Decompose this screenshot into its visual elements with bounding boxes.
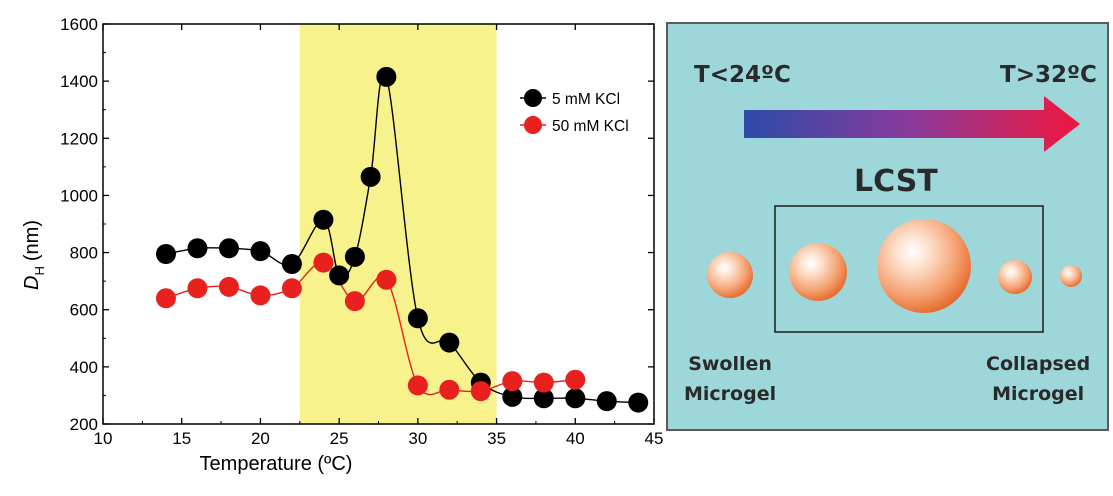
series-2-point — [407, 375, 428, 396]
series-2-point — [250, 285, 271, 306]
swollen-microgel-label: Swollen Microgel — [684, 349, 776, 409]
swollen-label-line2: Microgel — [684, 383, 777, 405]
series-1-point — [218, 238, 239, 259]
series-1-point — [502, 386, 523, 407]
microgel-particle-collapsed — [1060, 265, 1082, 287]
legend-marker-2 — [524, 116, 542, 134]
series-2-point — [344, 291, 365, 312]
series-2-point — [187, 278, 208, 299]
series-1-point — [565, 388, 586, 409]
series-1-point — [533, 388, 554, 409]
high-temperature-label: T>32ºC — [1000, 62, 1097, 88]
axes: 10 15 20 25 30 35 40 45 200 400 600 800 1000 1200 1400… — [60, 15, 663, 448]
series-2-point — [155, 288, 176, 309]
series-2-point — [533, 372, 554, 393]
y-tick-label: 1000 — [60, 186, 98, 205]
x-tick-label: 10 — [94, 429, 113, 448]
series-1-point — [376, 66, 397, 87]
temperature-arrow — [744, 96, 1080, 152]
series-2-point — [218, 276, 239, 297]
x-tick-label: 35 — [487, 429, 506, 448]
y-tick-label: 1200 — [60, 129, 98, 148]
series-1-point — [155, 244, 176, 264]
series-1-point — [596, 391, 617, 412]
microgel-particle-large — [877, 219, 971, 313]
y-axis-label-symbol: D — [21, 276, 43, 290]
series-1-point — [439, 332, 460, 353]
y-axis-label-unit: (nm) — [21, 220, 43, 261]
series-1-point — [329, 265, 350, 286]
series-2-point — [376, 269, 397, 290]
series-2-point — [439, 379, 460, 400]
swollen-label-line1: Swollen — [688, 353, 772, 375]
series-2-point — [565, 369, 586, 390]
series-1-point — [360, 166, 381, 187]
series-2-point — [313, 252, 334, 273]
y-axis-label: DH (nm) — [21, 220, 47, 290]
legend-marker-1 — [524, 89, 542, 107]
collapsed-label-line1: Collapsed — [986, 353, 1091, 375]
series-1-point — [344, 246, 365, 267]
series-1-point — [407, 308, 428, 329]
series-2-point — [281, 278, 302, 299]
x-tick-label: 30 — [408, 429, 427, 448]
series-1-point — [281, 254, 302, 274]
low-temperature-label: T<24ºC — [694, 62, 791, 88]
series-1-point — [250, 241, 271, 262]
series-1-point — [628, 392, 649, 413]
series-1-point — [187, 238, 208, 259]
y-tick-label: 200 — [70, 415, 98, 434]
x-tick-label: 25 — [330, 429, 349, 448]
schematic-svg — [707, 96, 1082, 333]
chart-svg: 10 15 20 25 30 35 40 45 200 400 600 800 1000 1200 1400… — [21, 15, 663, 475]
lcst-box — [774, 205, 1044, 333]
x-tick-label: 40 — [566, 429, 585, 448]
microgel-particle-medium — [789, 243, 847, 301]
x-axis-label: Temperature (ºC) — [200, 453, 353, 475]
microgel-particle-swollen — [707, 252, 753, 298]
legend: 5 mM KCl 50 mM KCl — [520, 89, 629, 135]
highlight-band — [299, 24, 497, 424]
collapsed-label-line2: Microgel — [992, 383, 1085, 405]
lcst-label: LCST — [854, 164, 938, 199]
y-axis-label-subscript: H — [32, 266, 47, 275]
series-1-point — [313, 209, 334, 230]
y-tick-label: 400 — [70, 358, 98, 377]
series-2-point — [470, 381, 491, 402]
y-tick-label: 600 — [70, 301, 98, 320]
series-2-point — [502, 371, 523, 392]
microgel-particle-small — [998, 260, 1032, 294]
lcst-schematic-panel: T<24ºC T>32ºC LCST Swollen Microgel Coll… — [666, 22, 1109, 431]
y-tick-label: 800 — [70, 244, 98, 263]
legend-label-2: 50 mM KCl — [552, 118, 629, 135]
dh-temperature-chart: 10 15 20 25 30 35 40 45 200 400 600 800 1000 1200 1400… — [21, 15, 663, 475]
collapsed-microgel-label: Collapsed Microgel — [986, 349, 1090, 409]
y-tick-label: 1600 — [60, 15, 98, 34]
x-tick-label: 15 — [172, 429, 191, 448]
y-tick-label: 1400 — [60, 72, 98, 91]
x-tick-label: 45 — [645, 429, 664, 448]
x-tick-label: 20 — [251, 429, 270, 448]
legend-label-1: 5 mM KCl — [552, 91, 620, 108]
series-layer — [155, 66, 649, 413]
